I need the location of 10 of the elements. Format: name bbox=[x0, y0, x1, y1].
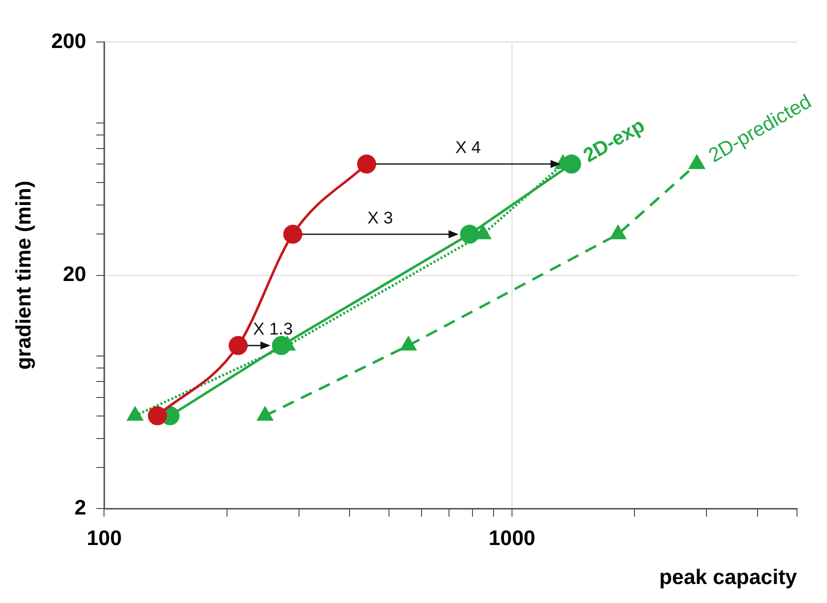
y-tick-label: 200 bbox=[51, 30, 86, 53]
x-tick-label: 100 bbox=[86, 526, 122, 550]
x-axis-title: peak capacity bbox=[659, 566, 798, 590]
y-tick-label: 2 bbox=[74, 496, 86, 520]
y-axis-title: gradient time (min) bbox=[12, 180, 36, 370]
x-tick-label: 1000 bbox=[488, 526, 536, 550]
annotation: X 4 bbox=[455, 138, 481, 158]
y-tick-label: 20 bbox=[62, 263, 86, 286]
annotation: X 1.3 bbox=[253, 320, 293, 339]
annotation: X 3 bbox=[367, 208, 393, 228]
